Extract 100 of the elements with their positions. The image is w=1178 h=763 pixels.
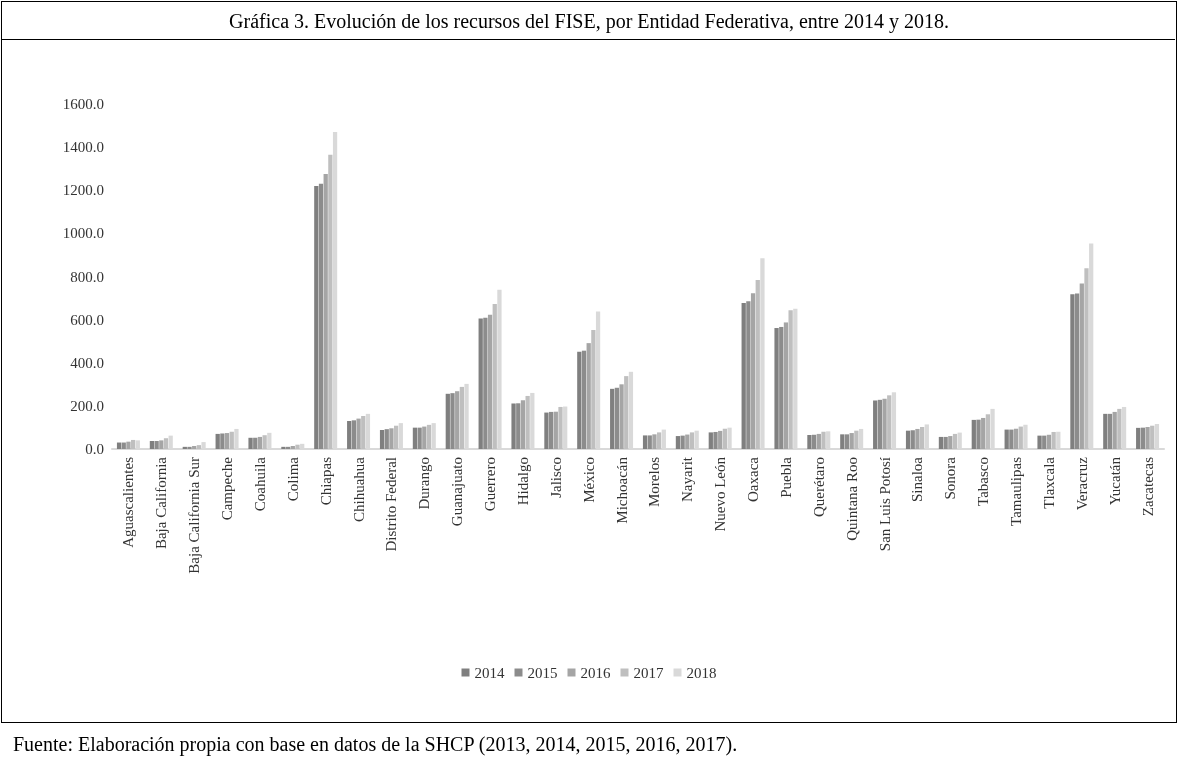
bar <box>525 395 530 449</box>
bar <box>905 430 911 449</box>
bar <box>948 436 953 449</box>
bar <box>1117 408 1122 449</box>
bar <box>379 430 385 449</box>
bar <box>591 329 596 449</box>
bar <box>1079 283 1084 449</box>
bar <box>642 435 648 449</box>
bar <box>1107 413 1113 449</box>
bar <box>1013 428 1019 449</box>
bar <box>1145 427 1150 449</box>
bar <box>1074 293 1080 449</box>
x-tick-label: Yucatán <box>1106 456 1123 506</box>
bar <box>873 400 878 449</box>
bar <box>347 420 352 449</box>
bar <box>943 436 948 449</box>
bar <box>680 435 685 449</box>
legend-label: 2017 <box>633 664 664 681</box>
y-tick-label: 1400.0 <box>62 139 104 156</box>
y-tick-label: 0.0 <box>85 441 104 457</box>
bar <box>1018 426 1023 449</box>
bar <box>887 395 892 449</box>
x-tick-label: Querétaro <box>810 457 827 517</box>
legend-label: 2014 <box>474 664 505 681</box>
bar <box>675 436 681 449</box>
x-tick-label: Durango <box>416 457 433 510</box>
source-note: Fuente: Elaboración propia con base en datos de la SHCP (2013, 2014, 2015, 2016, 2017). <box>13 733 738 756</box>
y-tick-label: 1200.0 <box>62 182 104 199</box>
bar <box>492 304 497 449</box>
bar <box>1009 429 1014 449</box>
x-tick-label: San Luis Potosí <box>876 457 893 552</box>
bar <box>257 436 263 449</box>
bar <box>384 429 389 449</box>
bar <box>774 328 779 449</box>
bar <box>548 411 554 449</box>
bar <box>656 432 662 449</box>
bar <box>215 433 220 449</box>
bar <box>224 433 230 449</box>
x-tick-label: Quintana Roo <box>843 457 860 541</box>
bar <box>919 427 925 449</box>
x-tick-label: Guanajuato <box>449 457 466 527</box>
bar <box>1136 427 1141 449</box>
bar <box>807 434 812 449</box>
bar <box>722 428 728 449</box>
bar <box>361 416 366 449</box>
y-tick-label: 1600.0 <box>62 96 104 112</box>
bar <box>1004 429 1009 449</box>
bar <box>647 435 652 449</box>
bar <box>952 433 958 449</box>
bar <box>849 433 854 449</box>
bar <box>445 393 450 449</box>
y-tick-label: 400.0 <box>70 354 104 371</box>
bar <box>351 420 357 449</box>
bar <box>938 436 944 449</box>
bar <box>192 445 197 449</box>
bar <box>412 427 418 449</box>
bar <box>281 446 286 449</box>
x-tick-label: Michoacán <box>613 456 630 524</box>
bar <box>985 414 991 449</box>
bar <box>520 400 526 449</box>
legend-label: 2015 <box>527 664 558 681</box>
legend-label: 2016 <box>580 664 611 681</box>
bar <box>149 441 155 449</box>
bar <box>713 431 718 449</box>
bar <box>708 432 713 449</box>
x-tick-label: Nuevo León <box>712 456 729 532</box>
bar <box>163 438 169 449</box>
x-tick-label: Sonora <box>942 456 959 500</box>
bar <box>130 439 136 449</box>
bar <box>154 441 159 449</box>
bar <box>1150 425 1155 449</box>
x-tick-label: Guerrero <box>482 457 499 512</box>
x-tick-label: Hidalgo <box>514 457 531 506</box>
bar <box>614 387 620 449</box>
x-tick-label: Colima <box>284 456 301 502</box>
x-tick-label: Nayarit <box>679 456 696 502</box>
bar <box>422 426 427 449</box>
bar <box>1046 434 1052 449</box>
bar <box>821 431 826 449</box>
bar <box>487 314 493 449</box>
bar <box>483 317 488 449</box>
x-tick-label: Chihuahua <box>350 456 367 522</box>
bar <box>516 403 521 449</box>
bar <box>882 398 887 449</box>
bar <box>478 318 483 449</box>
bar <box>248 437 253 449</box>
bar <box>393 425 399 449</box>
bar <box>619 384 624 449</box>
bar <box>816 433 821 449</box>
bar <box>511 403 516 449</box>
bar <box>844 434 850 449</box>
bar <box>253 437 258 449</box>
bar <box>750 293 756 449</box>
bar <box>1112 411 1117 449</box>
bar <box>187 446 192 449</box>
x-tick-label: Coahuila <box>251 456 268 512</box>
bar <box>877 399 883 449</box>
x-tick-label: Sinaloa <box>909 456 926 502</box>
bar <box>459 386 465 449</box>
bar <box>1037 435 1042 449</box>
